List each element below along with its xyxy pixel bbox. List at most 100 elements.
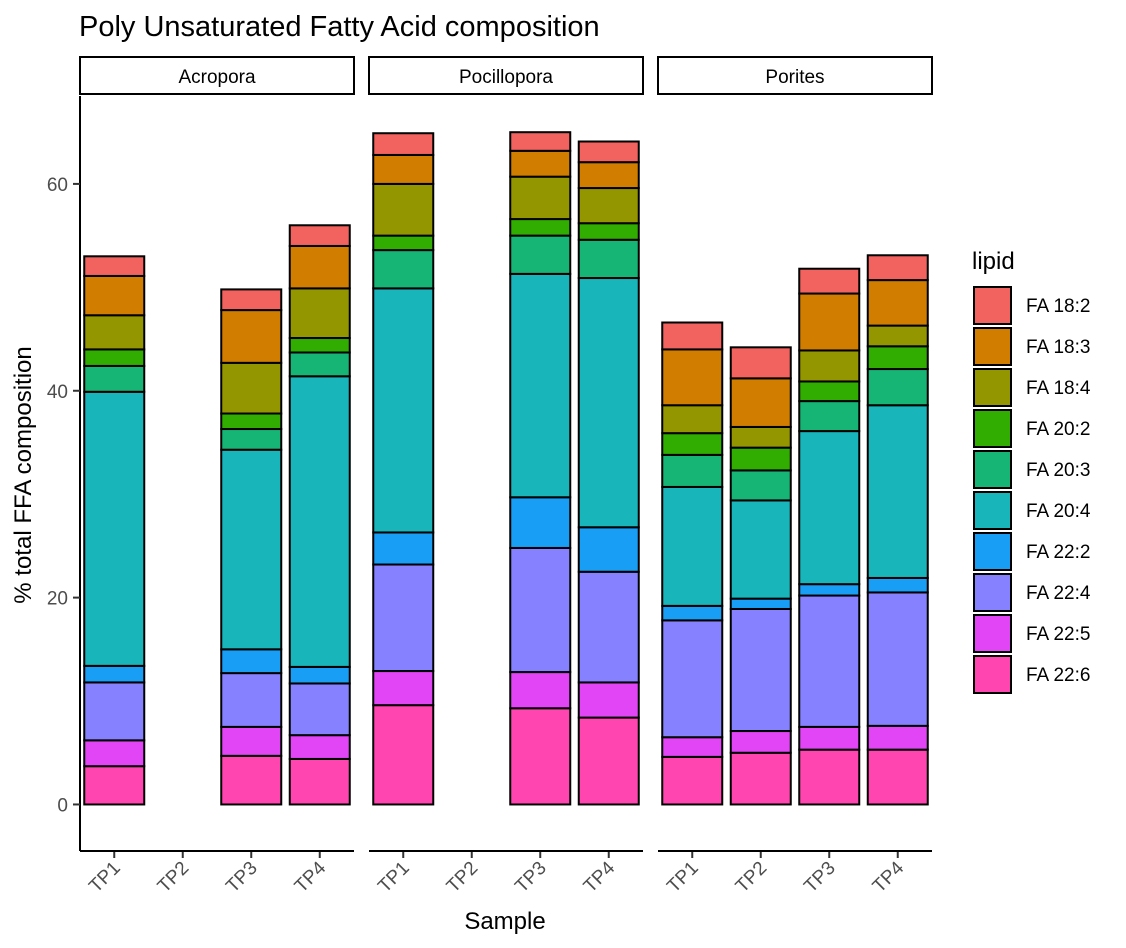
- legend-key-fa-20-4: [973, 491, 1012, 530]
- legend-title: lipid: [972, 248, 1015, 275]
- legend-label: FA 20:2: [1026, 419, 1090, 440]
- panel-porites: Porites TP1 TP2 TP3 TP4: [657, 56, 933, 897]
- y-tick-label: 20: [47, 589, 68, 610]
- legend-key-fa-20-2: [973, 409, 1012, 448]
- bar-segment-fa-20-2: [729, 446, 792, 472]
- y-tick-label: 40: [47, 382, 68, 403]
- bar-segment-fa-22-6: [509, 707, 572, 806]
- legend-key-fa-20-3: [973, 450, 1012, 489]
- legend-label: FA 18:4: [1026, 378, 1091, 399]
- bar-segment-fa-18-2: [220, 288, 283, 312]
- bar-segment-fa-20-4: [83, 390, 146, 667]
- x-tick-label: TP1: [374, 858, 413, 897]
- x-tick-label: TP3: [222, 858, 261, 897]
- bar-segment-fa-18-2: [509, 131, 572, 152]
- bar-segment-fa-22-4: [729, 607, 792, 733]
- bar-segment-fa-20-3: [83, 364, 146, 393]
- bar-segment-fa-18-2: [288, 224, 351, 247]
- bar-segment-fa-22-4: [866, 591, 929, 727]
- bar-segment-fa-20-3: [866, 368, 929, 407]
- facet-strip-label: Porites: [765, 67, 824, 88]
- bar-segment-fa-20-2: [509, 218, 572, 237]
- bar-segment-fa-22-4: [509, 546, 572, 674]
- x-tick-label: TP4: [580, 857, 620, 897]
- bar-segment-fa-20-3: [509, 234, 572, 275]
- legend-key-fa-18-3: [973, 327, 1012, 366]
- bar-segment-fa-20-2: [288, 337, 351, 354]
- bar-segment-fa-22-4: [372, 563, 435, 673]
- facet-strip: [79, 56, 355, 95]
- bar-segment-fa-18-4: [866, 324, 929, 348]
- bar-segment-fa-22-6: [83, 765, 146, 806]
- bar-segment-fa-22-6: [866, 748, 929, 806]
- bar-segment-fa-20-3: [729, 469, 792, 502]
- bar-segment-fa-18-3: [509, 149, 572, 178]
- legend-key-fa-22-4: [973, 573, 1012, 612]
- chart-title: Poly Unsaturated Fatty Acid composition: [79, 11, 600, 43]
- bar-segment-fa-22-5: [372, 670, 435, 707]
- bar-segment-fa-22-5: [220, 725, 283, 757]
- legend-key-fa-22-5: [973, 614, 1012, 653]
- facet-strip: [368, 56, 644, 95]
- legend-label: FA 22:6: [1026, 665, 1090, 686]
- bar-segment-fa-20-2: [372, 234, 435, 252]
- legend-label: FA 22:4: [1026, 583, 1091, 604]
- bar-segment-fa-20-4: [661, 485, 724, 607]
- bar-segment-fa-22-5: [83, 739, 146, 768]
- bar-segment-fa-18-4: [661, 404, 724, 435]
- legend-label: FA 20:4: [1026, 501, 1091, 522]
- bar-segment-fa-22-2: [372, 531, 435, 566]
- bar-segment-fa-22-2: [288, 665, 351, 685]
- bar-segment-fa-22-6: [729, 751, 792, 806]
- bar-segment-fa-22-2: [577, 526, 640, 573]
- x-tick-label: TP2: [443, 858, 482, 897]
- facet-strip-label: Pocillopora: [459, 67, 553, 88]
- legend-label: FA 22:5: [1026, 624, 1090, 645]
- bar-segment-fa-18-2: [798, 267, 861, 295]
- bar-segment-fa-18-3: [83, 274, 146, 317]
- bar-segment-fa-20-4: [288, 375, 351, 668]
- bar-segment-fa-22-2: [866, 576, 929, 594]
- x-tick-label: TP3: [511, 858, 550, 897]
- bar-segment-fa-22-6: [798, 748, 861, 806]
- bar-segment-fa-20-2: [866, 345, 929, 371]
- legend-key-fa-18-2: [973, 286, 1012, 325]
- bar-segment-fa-20-4: [798, 430, 861, 586]
- legend-key-fa-18-4: [973, 368, 1012, 407]
- bar-segment-fa-18-4: [509, 175, 572, 221]
- bar-segment-fa-20-2: [661, 432, 724, 456]
- x-tick-label: TP4: [869, 857, 909, 897]
- bar-segment-fa-18-3: [220, 309, 283, 364]
- bar-segment-fa-20-2: [220, 412, 283, 431]
- bar-segment-fa-20-3: [220, 428, 283, 451]
- bar-segment-fa-22-5: [798, 725, 861, 751]
- bar-segment-fa-18-3: [866, 279, 929, 327]
- panel-acropora: Acropora TP1 TP2 TP3 TP4: [79, 56, 355, 897]
- x-tick-label: TP4: [291, 857, 331, 897]
- bar-segment-fa-22-2: [661, 604, 724, 622]
- legend-label: FA 22:2: [1026, 542, 1090, 563]
- bar-segment-fa-18-3: [577, 161, 640, 190]
- bar-segment-fa-20-4: [866, 404, 929, 579]
- bar-segment-fa-18-2: [729, 346, 792, 380]
- facet-strip-label: Acropora: [178, 67, 256, 88]
- bar-segment-fa-18-2: [661, 321, 724, 351]
- bar-segment-fa-18-4: [372, 182, 435, 237]
- bar-segment-fa-22-4: [83, 681, 146, 742]
- y-axis: 0 20 40 60: [47, 96, 81, 851]
- bar-segment-fa-22-6: [372, 704, 435, 806]
- bar-segment-fa-18-2: [866, 254, 929, 282]
- facet-panels: Acropora TP1 TP2 TP3 TP4 Pocillopora TP1 TP2 TP3…: [79, 56, 933, 897]
- x-tick-label: TP2: [154, 858, 193, 897]
- x-tick-label: TP2: [732, 858, 771, 897]
- bar-segment-fa-20-4: [372, 287, 435, 534]
- bar-segment-fa-20-3: [661, 453, 724, 488]
- bar-segment-fa-20-4: [729, 499, 792, 600]
- bar-segment-fa-20-3: [288, 351, 351, 378]
- x-tick-label: TP1: [85, 858, 124, 897]
- bar-segment-fa-20-2: [798, 380, 861, 403]
- bar-segment-fa-18-4: [798, 349, 861, 383]
- bar-segment-fa-18-4: [729, 425, 792, 449]
- bar-segment-fa-22-2: [798, 583, 861, 597]
